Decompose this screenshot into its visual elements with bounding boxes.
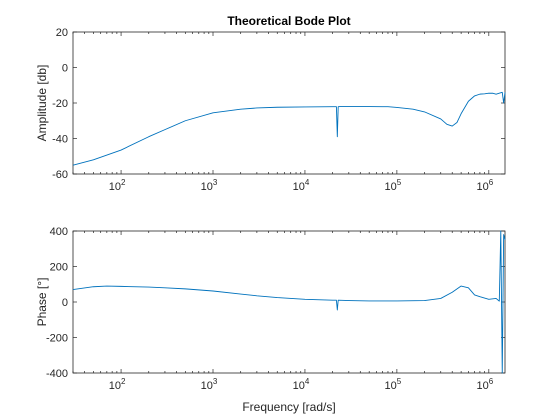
y-tick-label: 0 (62, 63, 68, 75)
x-tick-label: 105 (385, 377, 402, 392)
amplitude-plot-frame (72, 31, 506, 175)
x-tick-label: 104 (293, 178, 310, 193)
amplitude-ticks: -60 -40 -20 0 20 102 103 104 105 106 (52, 27, 505, 193)
x-tick-label: 105 (385, 178, 402, 193)
amplitude-y-axis-label: Amplitude [db] (35, 65, 49, 142)
x-tick-label: 103 (201, 178, 218, 193)
amplitude-trace (72, 91, 506, 166)
x-tick-label: 102 (109, 178, 126, 193)
y-tick-label: 0 (62, 297, 68, 309)
phase-y-axis-label: Phase [°] (35, 278, 49, 327)
y-tick-label: 200 (50, 262, 68, 274)
phase-plot: -400 -200 0 200 400 102 103 104 105 106 Phase [°]… (35, 226, 506, 414)
x-tick-label: 103 (201, 377, 218, 392)
x-tick-label: 104 (293, 377, 310, 392)
phase-trace (72, 230, 506, 374)
x-tick-label: 106 (476, 377, 493, 392)
y-tick-label: -20 (52, 98, 68, 110)
y-tick-label: 400 (50, 226, 68, 238)
chart-title: Theoretical Bode Plot (227, 14, 350, 28)
y-tick-label: -200 (46, 333, 68, 345)
y-tick-label: -400 (46, 368, 68, 380)
phase-ticks: -400 -200 0 200 400 102 103 104 105 106 (46, 226, 505, 392)
x-tick-label: 106 (476, 178, 493, 193)
y-tick-label: -40 (52, 134, 68, 146)
y-tick-label: 20 (56, 27, 68, 39)
phase-plot-frame (72, 230, 506, 374)
y-tick-label: -60 (52, 169, 68, 181)
frequency-x-axis-label: Frequency [rad/s] (242, 400, 335, 414)
amplitude-plot: -60 -40 -20 0 20 102 103 104 105 106 Theoretical … (35, 14, 506, 193)
x-tick-label: 102 (109, 377, 126, 392)
